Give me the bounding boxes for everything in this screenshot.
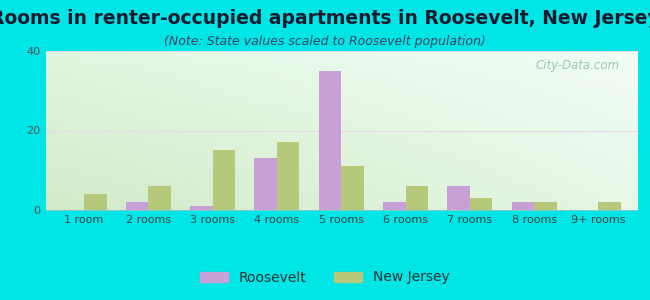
- Bar: [383, 202, 406, 210]
- Text: (Note: State values scaled to Roosevelt population): (Note: State values scaled to Roosevelt …: [164, 34, 486, 47]
- Text: City-Data.com: City-Data.com: [535, 59, 619, 72]
- Bar: [599, 202, 621, 210]
- Legend: Roosevelt, New Jersey: Roosevelt, New Jersey: [194, 265, 456, 290]
- Bar: [277, 142, 300, 210]
- Bar: [447, 186, 470, 210]
- Bar: [318, 71, 341, 210]
- Bar: [341, 166, 364, 210]
- Bar: [148, 186, 171, 210]
- Bar: [470, 198, 492, 210]
- Bar: [126, 202, 148, 210]
- Bar: [406, 186, 428, 210]
- Bar: [190, 206, 213, 210]
- Bar: [84, 194, 107, 210]
- Text: Rooms in renter-occupied apartments in Roosevelt, New Jersey: Rooms in renter-occupied apartments in R…: [0, 9, 650, 28]
- Bar: [254, 158, 277, 210]
- Bar: [213, 150, 235, 210]
- Bar: [534, 202, 556, 210]
- Bar: [512, 202, 534, 210]
